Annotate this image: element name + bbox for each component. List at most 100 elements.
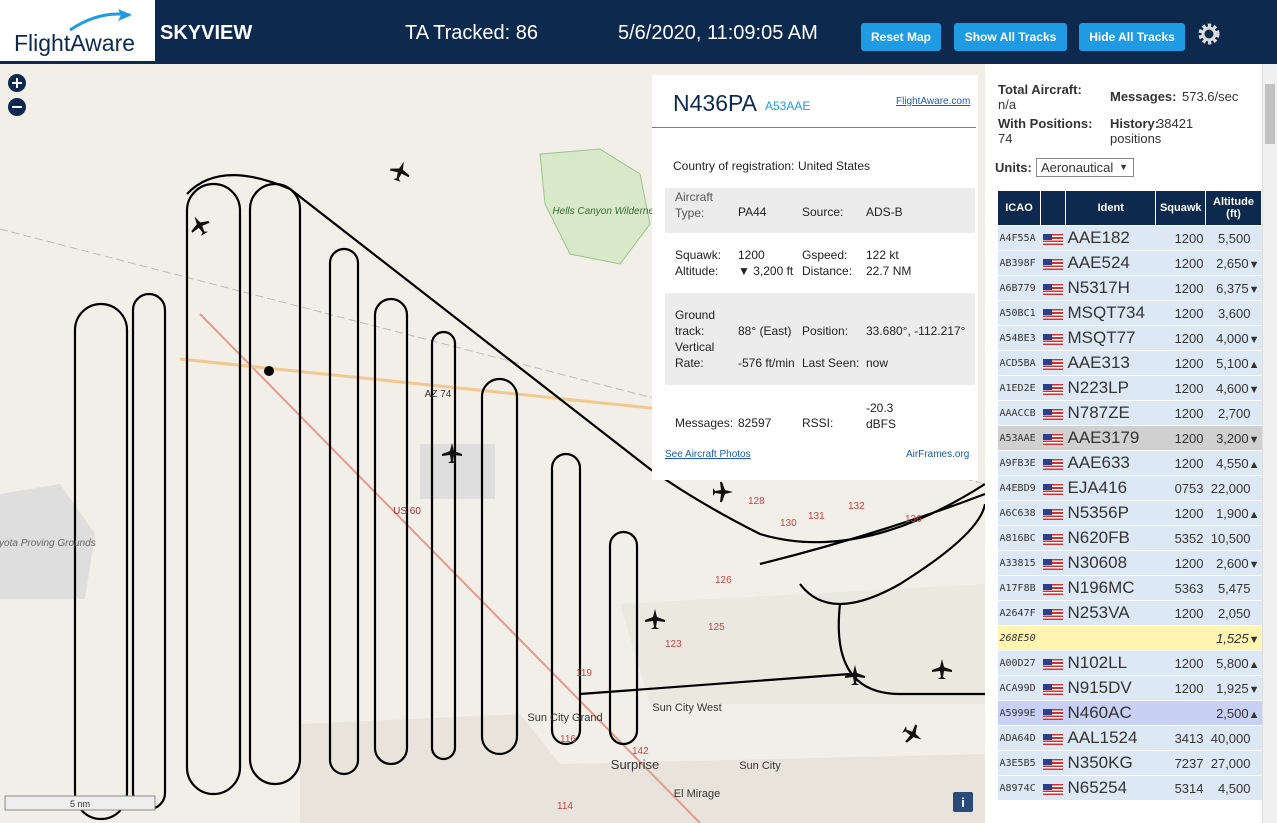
ic-cell: A50BC1	[997, 300, 1041, 326]
track-line	[186, 174, 985, 696]
ic-cell: ADA64D	[997, 725, 1041, 751]
field-value: 122 kt	[866, 248, 899, 262]
field-value: now	[866, 356, 889, 370]
aircraft-row[interactable]: A5999E N460AC 2,500▲	[997, 700, 1262, 726]
airframes-link[interactable]: AirFrames.org	[906, 449, 970, 460]
fl-cell	[1040, 525, 1066, 551]
aircraft-icon	[442, 443, 462, 463]
aircraft-row[interactable]: A8974C N65254 5314 4,500	[997, 775, 1262, 801]
reset-map[interactable]: Reset Map	[861, 23, 941, 51]
altitude: 2,650	[1216, 255, 1249, 271]
aircraft-row[interactable]: ACA99D N915DV 1200 1,925▼	[997, 675, 1262, 701]
id-cell: AAE524	[1065, 250, 1156, 276]
field-value: ▼ 3,200 ft	[738, 264, 794, 278]
ic-cell: A6B779	[997, 275, 1041, 301]
road: 132	[848, 501, 865, 512]
altitude: 2,600	[1216, 555, 1249, 571]
ident: MSQT77	[1067, 328, 1136, 347]
squawk: 1200	[1174, 555, 1204, 571]
field-label: Last Seen:	[802, 356, 860, 370]
show-tracks[interactable]: Show All Tracks	[954, 23, 1067, 51]
ic-cell: A53AAE	[997, 425, 1041, 451]
altitude: 2,700	[1217, 405, 1251, 421]
aircraft-row[interactable]: ACD5BA AAE313 1200 5,100▲	[997, 350, 1262, 376]
column-header[interactable]: Altitude (ft)	[1205, 190, 1262, 226]
aircraft-row[interactable]: A50BC1 MSQT734 1200 3,600	[997, 300, 1262, 326]
sq-cell: 1200	[1155, 325, 1206, 351]
flag	[1042, 533, 1063, 545]
id-cell: N350KG	[1065, 750, 1156, 776]
aircraft-row[interactable]: AB398F AAE524 1200 2,650▼	[997, 250, 1262, 276]
squawk: 1200	[1174, 680, 1204, 696]
field-label: Ground track:	[675, 308, 716, 338]
flag	[1042, 283, 1063, 295]
photos-link[interactable]: See Aircraft Photos	[665, 449, 751, 460]
aircraft-info: N436PA A53AAE FlightAware.com Country of…	[652, 75, 978, 480]
column-header[interactable]: ICAO	[997, 190, 1041, 226]
sq-cell: 1200	[1155, 275, 1206, 301]
squawk: 5352	[1174, 530, 1204, 546]
aircraft-row[interactable]: A4F55A AAE182 1200 5,500	[997, 225, 1262, 251]
id-cell	[1065, 625, 1156, 651]
info-button[interactable]	[953, 792, 973, 812]
logo[interactable]: FlightAware	[0, 0, 155, 64]
altitude: 1,525	[1216, 630, 1249, 646]
altitude: 5,475	[1217, 580, 1251, 596]
aircraft-row[interactable]: A53AAE AAE3179 1200 3,200▼	[997, 425, 1262, 451]
ident: AAL1524	[1067, 728, 1138, 747]
ic-cell: A9FB3E	[997, 450, 1041, 476]
aircraft-icon	[389, 161, 410, 182]
ident: N196MC	[1067, 578, 1135, 597]
trend: ▲	[1248, 458, 1260, 471]
flag	[1042, 458, 1063, 470]
altitude: 27,000	[1210, 755, 1251, 771]
column-header[interactable]: Ident	[1064, 190, 1157, 226]
aircraft-row[interactable]: A6C638 N5356P 1200 1,900▲	[997, 500, 1262, 526]
al-cell: 3,200▼	[1205, 425, 1262, 451]
app-name: SKYVIEW	[160, 22, 253, 44]
aircraft-row[interactable]: A33815 N30608 1200 2,600▼	[997, 550, 1262, 576]
sidebar: Total Aircraft: n/a Messages: 573.6/sec …	[985, 64, 1262, 823]
aircraft-row[interactable]: A54BE3 MSQT77 1200 4,000▼	[997, 325, 1262, 351]
aircraft-row[interactable]: A00D27 N102LL 1200 5,800▲	[997, 650, 1262, 676]
aircraft-row[interactable]: A816BC N620FB 5352 10,500	[997, 525, 1262, 551]
flag	[1042, 508, 1063, 520]
units-select[interactable]: Aeronautical ▼	[1036, 158, 1134, 177]
trend: ▲	[1248, 508, 1260, 521]
scale-bar	[4, 795, 156, 811]
flag	[1042, 233, 1063, 245]
altitude: 4,500	[1217, 780, 1251, 796]
scrollbar[interactable]	[1262, 64, 1277, 823]
track-loop	[373, 297, 409, 766]
ic-cell: AB398F	[997, 250, 1041, 276]
icao: A33815	[999, 557, 1036, 569]
aircraft-row[interactable]: A4EBD9 EJA416 0753 22,000	[997, 475, 1262, 501]
aircraft-row[interactable]: A2647F N253VA 1200 2,050	[997, 600, 1262, 626]
flag	[1042, 708, 1063, 720]
sq-cell	[1155, 700, 1206, 726]
squawk: 7237	[1174, 755, 1204, 771]
settings[interactable]	[1196, 21, 1222, 47]
aircraft-row[interactable]: A6B779 N5317H 1200 6,375▼	[997, 275, 1262, 301]
aircraft-row[interactable]: 268E50 1,525▼	[997, 625, 1262, 651]
id-cell: N620FB	[1065, 525, 1156, 551]
aircraft-icon	[191, 216, 210, 236]
aircraft-row[interactable]: A17F8B N196MC 5363 5,475	[997, 575, 1262, 601]
aircraft-table: ICAO Ident Squawk Altitude (ft) A4F55A AA…	[997, 190, 1262, 801]
altitude: 5,800	[1216, 655, 1249, 671]
aircraft-row[interactable]: A3E5B5 N350KG 7237 27,000	[997, 750, 1262, 776]
column-header[interactable]: Squawk	[1155, 190, 1206, 226]
aircraft-row[interactable]: ADA64D AAL1524 3413 40,000	[997, 725, 1262, 751]
sq-cell: 5363	[1155, 575, 1206, 601]
fa-link[interactable]: FlightAware.com	[896, 96, 971, 107]
id-cell: N460AC	[1065, 700, 1156, 726]
squawk: 1200	[1174, 355, 1204, 371]
icao: A4EBD9	[999, 482, 1036, 494]
sq-cell: 0753	[1155, 475, 1206, 501]
flag	[1042, 408, 1063, 420]
aircraft-row[interactable]: A1ED2E N223LP 1200 4,600▼	[997, 375, 1262, 401]
aircraft-row[interactable]: A9FB3E AAE633 1200 4,550▲	[997, 450, 1262, 476]
aircraft-row[interactable]: AAACCB N787ZE 1200 2,700	[997, 400, 1262, 426]
altitude: 5,100	[1216, 355, 1249, 371]
hide-tracks[interactable]: Hide All Tracks	[1079, 23, 1185, 51]
